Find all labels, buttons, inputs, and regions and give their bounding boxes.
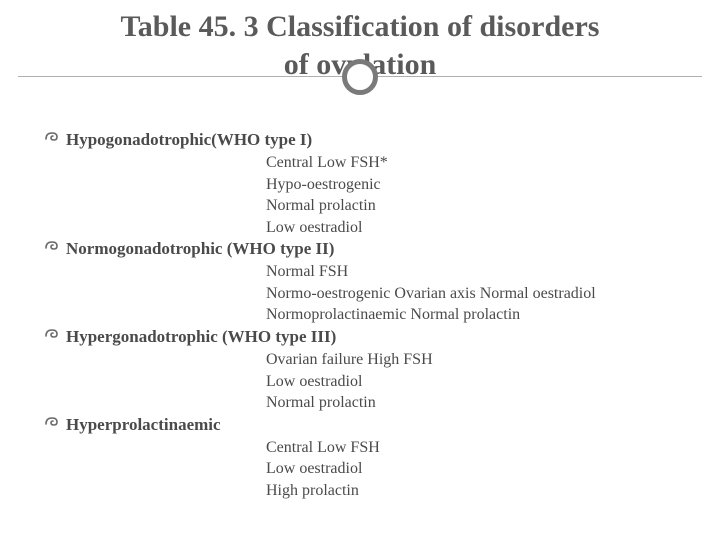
item-detail: Normal FSH <box>44 261 692 283</box>
list-item: Normogonadotrophic (WHO type II) <box>44 238 692 261</box>
bullet-icon <box>44 326 66 349</box>
item-detail: Normal prolactin <box>44 195 692 217</box>
list-item: Hyperprolactinaemic <box>44 414 692 437</box>
bullet-icon <box>44 414 66 437</box>
item-detail: Central Low FSH <box>44 437 692 459</box>
title-line-1: Table 45. 3 Classification of disorders <box>121 10 600 43</box>
bullet-icon <box>44 129 66 152</box>
item-heading: Hyperprolactinaemic <box>66 414 221 437</box>
item-detail: Normal prolactin <box>44 392 692 414</box>
list-item: Hypergonadotrophic (WHO type III) <box>44 326 692 349</box>
item-detail: Low oestradiol <box>44 371 692 393</box>
slide: Table 45. 3 Classification of disorders … <box>0 0 720 540</box>
content-body: Hypogonadotrophic(WHO type I) Central Lo… <box>28 111 692 501</box>
item-detail: Normo-oestrogenic Ovarian axis Normal oe… <box>44 283 692 305</box>
item-detail: Normoprolactinaemic Normal prolactin <box>44 304 692 326</box>
item-detail: Low oestradiol <box>44 458 692 480</box>
item-detail: High prolactin <box>44 480 692 502</box>
title-block: Table 45. 3 Classification of disorders … <box>28 8 692 89</box>
ring-icon <box>342 59 378 95</box>
item-heading: Normogonadotrophic (WHO type II) <box>66 238 334 261</box>
item-detail: Hypo-oestrogenic <box>44 174 692 196</box>
item-detail: Central Low FSH* <box>44 152 692 174</box>
item-detail: Ovarian failure High FSH <box>44 349 692 371</box>
bullet-icon <box>44 238 66 261</box>
list-item: Hypogonadotrophic(WHO type I) <box>44 129 692 152</box>
item-heading: Hypogonadotrophic(WHO type I) <box>66 129 312 152</box>
item-heading: Hypergonadotrophic (WHO type III) <box>66 326 336 349</box>
item-detail: Low oestradiol <box>44 217 692 239</box>
